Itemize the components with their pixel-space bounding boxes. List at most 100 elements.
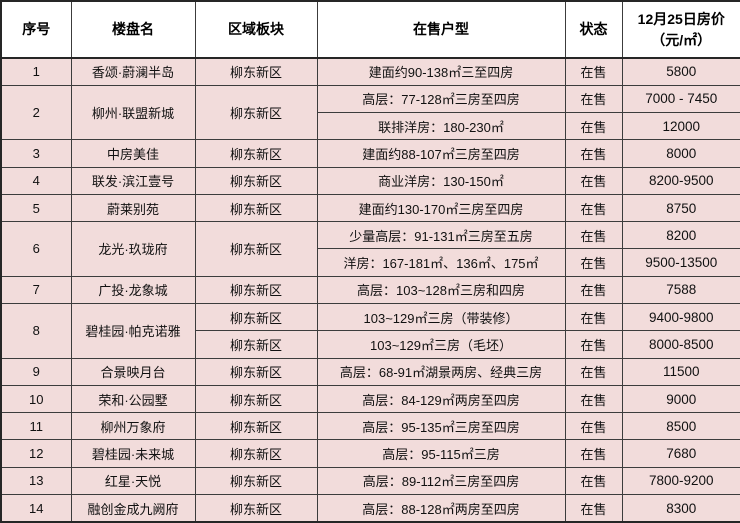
cell-price: 8300	[621, 494, 740, 523]
cell-price: 9000	[621, 384, 740, 414]
cell-price: 11500	[621, 357, 740, 386]
cell-name: 荣和·公园墅	[70, 384, 196, 414]
cell-price: 9500-13500	[621, 248, 740, 277]
cell-unit-type: 联排洋房：180-230㎡	[316, 112, 566, 141]
cell-name: 融创金成九阙府	[70, 494, 196, 523]
cell-unit-type: 洋房：167-181㎡、136㎡、175㎡	[316, 248, 566, 277]
cell-status: 在售	[564, 384, 623, 414]
cell-no: 2	[0, 84, 72, 141]
table-row: 洋房：167-181㎡、136㎡、175㎡ 在售 9500-13500	[1, 248, 740, 277]
cell-price: 12000	[621, 112, 740, 141]
cell-region: 柳东新区	[194, 57, 318, 86]
cell-region: 柳东新区	[194, 303, 318, 332]
cell-no: 7	[0, 275, 72, 305]
cell-unit-type: 建面约88-107㎡三房至四房	[316, 139, 566, 168]
header-cell-region: 区域板块	[194, 0, 318, 59]
cell-name: 香颂·蔚澜半岛	[70, 57, 196, 86]
table-body: 1 香颂·蔚澜半岛 柳东新区 建面约90-138㎡三至四房 在售 5800 2 柳州·联盟新城…	[0, 57, 740, 523]
table-row: 4 联发·滨江壹号 柳东新区 商业洋房：130-150㎡ 在售 8200-9500	[0, 166, 740, 195]
cell-price: 9400-9800	[621, 303, 740, 332]
cell-no: 12	[0, 439, 72, 468]
cell-no: 14	[0, 494, 72, 523]
cell-no: 1	[0, 57, 72, 86]
header-row: 序号 楼盘名 区域板块 在售户型 状态 12月25日房价 （元/㎡）	[0, 0, 740, 59]
cell-status: 在售	[564, 466, 623, 496]
header-cell-status: 状态	[564, 0, 623, 59]
cell-name: 广投·龙象城	[70, 275, 196, 305]
table-row: 5 蔚莱别苑 柳东新区 建面约130-170㎡三房至四房 在售 8750	[0, 193, 740, 223]
cell-unit-type: 高层：68-91㎡湖景两房、经典三房	[316, 357, 566, 386]
cell-region: 柳东新区	[194, 439, 318, 468]
cell-no: 8	[0, 303, 72, 359]
cell-region: 柳东新区	[194, 494, 318, 523]
cell-name: 合景映月台	[70, 357, 196, 386]
cell-price: 8000-8500	[621, 330, 740, 359]
cell-unit-type: 建面约90-138㎡三至四房	[316, 57, 566, 86]
cell-status: 在售	[564, 193, 623, 223]
cell-no: 11	[0, 412, 72, 441]
cell-price: 7680	[621, 439, 740, 468]
cell-price: 7000 - 7450	[621, 84, 740, 114]
cell-status: 在售	[564, 330, 623, 359]
cell-region: 柳东新区	[194, 84, 318, 141]
cell-region: 柳东新区	[194, 275, 318, 305]
table-row: 2 柳州·联盟新城 柳东新区 高层：77-128㎡三房至四房 在售 7000 - 7450	[0, 84, 740, 141]
table-row: 8 碧桂园·帕克诺雅 柳东新区 103~129㎡三房（带装修） 在售 9400-9800	[0, 303, 740, 359]
cell-price: 8000	[621, 139, 740, 168]
cell-status: 在售	[564, 221, 623, 250]
cell-no: 4	[0, 166, 72, 195]
cell-status: 在售	[564, 357, 623, 386]
cell-name: 碧桂园·未来城	[70, 439, 196, 468]
cell-price: 7800-9200	[621, 466, 740, 496]
cell-unit-type: 高层：84-129㎡两房至四房	[316, 384, 566, 414]
cell-status: 在售	[564, 412, 623, 441]
cell-unit-type: 高层：103~128㎡三房和四房	[316, 275, 566, 305]
header-cell-index: 序号	[0, 0, 72, 59]
cell-region: 柳东新区	[194, 166, 318, 195]
cell-region: 柳东新区	[194, 221, 318, 277]
cell-unit-type: 高层：95-115㎡三房	[316, 439, 566, 468]
cell-name: 柳州·联盟新城	[70, 84, 196, 141]
cell-unit-type: 高层：88-128㎡两房至四房	[316, 494, 566, 523]
cell-unit-type: 商业洋房：130-150㎡	[316, 166, 566, 195]
table-row: 13 红星·天悦 柳东新区 高层：89-112㎡三房至四房 在售 7800-9200	[0, 466, 740, 496]
table-row: 3 中房美佳 柳东新区 建面约88-107㎡三房至四房 在售 8000	[0, 139, 740, 168]
cell-no: 10	[0, 384, 72, 414]
cell-status: 在售	[564, 84, 623, 114]
table-row: 9 合景映月台 柳东新区 高层：68-91㎡湖景两房、经典三房 在售 11500	[0, 357, 740, 386]
cell-price: 8750	[621, 193, 740, 223]
cell-status: 在售	[564, 139, 623, 168]
cell-region: 柳东新区	[194, 330, 318, 359]
cell-unit-type: 高层：77-128㎡三房至四房	[316, 84, 566, 114]
cell-unit-type: 高层：95-135㎡三房至四房	[316, 412, 566, 441]
cell-name: 柳州万象府	[70, 412, 196, 441]
cell-region: 柳东新区	[194, 357, 318, 386]
cell-status: 在售	[564, 439, 623, 468]
table-row: 7 广投·龙象城 柳东新区 高层：103~128㎡三房和四房 在售 7588	[0, 275, 740, 305]
cell-price: 8500	[621, 412, 740, 441]
table-row: 6 龙光·玖珑府 柳东新区 少量高层：91-131㎡三房至五房 在售 8200	[0, 221, 740, 277]
cell-region: 柳东新区	[194, 193, 318, 223]
cell-status: 在售	[564, 303, 623, 332]
cell-no: 6	[0, 221, 72, 277]
table-row: 柳东新区 103~129㎡三房（毛坯） 在售 8000-8500	[1, 330, 740, 359]
header-cell-name: 楼盘名	[70, 0, 196, 59]
cell-no: 13	[0, 466, 72, 496]
cell-region: 柳东新区	[194, 384, 318, 414]
cell-no: 9	[0, 357, 72, 386]
cell-unit-type: 少量高层：91-131㎡三房至五房	[316, 221, 566, 250]
cell-no: 3	[0, 139, 72, 168]
table-row: 10 荣和·公园墅 柳东新区 高层：84-129㎡两房至四房 在售 9000	[0, 384, 740, 414]
cell-name: 联发·滨江壹号	[70, 166, 196, 195]
cell-price: 7588	[621, 275, 740, 305]
cell-unit-type: 103~129㎡三房（毛坯）	[316, 330, 566, 359]
cell-name: 中房美佳	[70, 139, 196, 168]
cell-status: 在售	[564, 248, 623, 277]
cell-status: 在售	[564, 112, 623, 141]
cell-price: 8200-9500	[621, 166, 740, 195]
cell-name: 红星·天悦	[70, 466, 196, 496]
cell-no: 5	[0, 193, 72, 223]
table-row: 联排洋房：180-230㎡ 在售 12000	[1, 112, 740, 141]
cell-region: 柳东新区	[194, 412, 318, 441]
